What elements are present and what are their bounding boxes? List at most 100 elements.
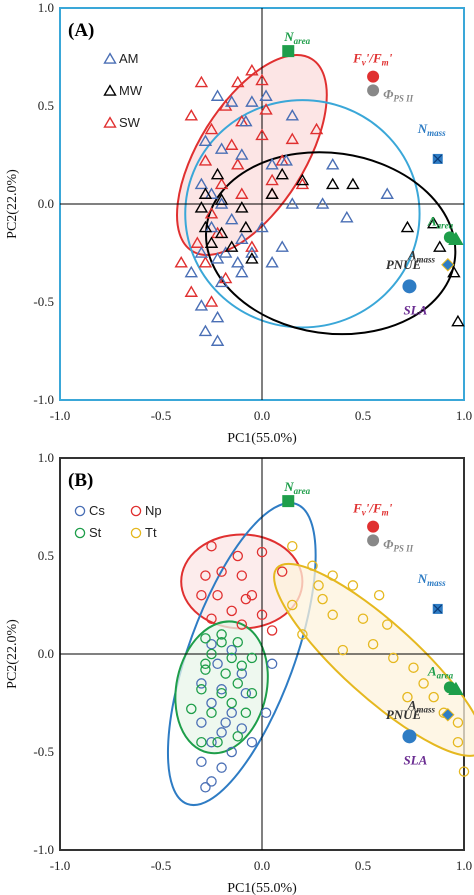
point-sw-9 — [255, 128, 269, 141]
y-tick-label: -0.5 — [33, 744, 54, 759]
legend-marker-st — [74, 527, 86, 539]
x-tick-label: 0.5 — [355, 408, 371, 423]
y-tick-label: 0.0 — [38, 646, 54, 661]
panel-label: (B) — [68, 470, 93, 491]
point-am-24 — [265, 256, 279, 268]
point-mw-6 — [265, 187, 279, 199]
x-tick-label: 0.0 — [254, 858, 270, 873]
point-st-6 — [200, 664, 211, 675]
point-cs-19 — [260, 707, 272, 719]
x-tick-label: -0.5 — [151, 858, 172, 873]
point-am-29 — [245, 246, 259, 258]
point-tt-3 — [347, 580, 359, 591]
loading-sla-marker — [402, 279, 417, 294]
x-tick-label: -0.5 — [151, 408, 172, 423]
point-sw-5 — [259, 103, 273, 115]
loading-label-pnue: PNUE — [386, 257, 422, 272]
loading-label-sla: SLA — [403, 302, 427, 317]
legend-label-sw: SW — [119, 115, 141, 130]
y-tick-label: 0.0 — [38, 196, 54, 211]
point-am-35 — [239, 114, 253, 127]
loading-sla-marker — [402, 729, 417, 744]
point-am-19 — [235, 265, 249, 278]
point-st-4 — [226, 652, 237, 664]
point-st-5 — [246, 652, 258, 664]
ellipse-2 — [205, 151, 457, 336]
loading-label-aarea: Aarea — [427, 213, 454, 230]
point-am-28 — [275, 240, 289, 252]
point-tt-12 — [408, 662, 419, 673]
point-np-6 — [212, 589, 223, 601]
point-cs-3 — [236, 668, 248, 679]
point-mw-0 — [210, 167, 225, 180]
ellipse-1 — [184, 99, 421, 329]
point-st-11 — [232, 678, 244, 689]
point-mw-20 — [194, 201, 209, 213]
point-sw-14 — [198, 154, 213, 166]
point-cs-9 — [196, 717, 207, 728]
point-np-0 — [206, 540, 217, 552]
point-mw-17 — [433, 240, 447, 252]
ellipse-3 — [273, 562, 474, 757]
point-sw-3 — [255, 73, 269, 86]
point-st-21 — [186, 703, 197, 715]
point-np-8 — [256, 609, 268, 621]
point-np-3 — [216, 566, 227, 577]
point-np-12 — [276, 566, 288, 577]
point-st-14 — [246, 687, 258, 699]
series-st — [186, 629, 258, 748]
loading-label-sla: SLA — [403, 752, 427, 767]
point-sw-17 — [235, 187, 249, 199]
point-st-13 — [226, 697, 237, 709]
point-tt-0 — [287, 540, 298, 552]
point-tt-18 — [452, 736, 464, 748]
point-am-18 — [214, 275, 229, 288]
point-sw-23 — [184, 285, 199, 297]
point-am-10 — [214, 197, 229, 209]
y-tick-label: 0.5 — [38, 548, 54, 563]
point-tt-6 — [327, 609, 338, 621]
point-st-2 — [232, 636, 244, 648]
y-tick-label: -0.5 — [33, 294, 54, 309]
point-am-31 — [218, 246, 233, 258]
legend: AM MW SW — [103, 51, 143, 130]
point-tt-7 — [357, 613, 369, 624]
point-am-14 — [194, 246, 209, 258]
point-am-17 — [184, 265, 199, 278]
loading-label-amass: Amass — [407, 697, 436, 714]
point-am-0 — [210, 89, 225, 101]
point-am-2 — [245, 95, 259, 107]
point-np-13 — [240, 593, 252, 605]
point-am-5 — [214, 142, 229, 154]
point-mw-11 — [239, 220, 253, 233]
point-am-32 — [380, 187, 394, 199]
legend: Cs Np St Tt — [74, 503, 162, 540]
point-cs-10 — [216, 727, 227, 738]
loading-pnue-marker — [441, 708, 455, 722]
point-tt-19 — [458, 766, 470, 777]
y-axis-title: PC2(22.0%) — [5, 169, 20, 239]
point-tt-9 — [367, 638, 379, 650]
ellipse-1 — [166, 501, 317, 807]
point-am-4 — [198, 134, 213, 147]
point-cs-14 — [196, 756, 207, 768]
point-am-8 — [279, 154, 293, 166]
point-am-13 — [235, 232, 249, 245]
point-am-3 — [259, 89, 273, 101]
loading-amass-marker — [443, 681, 456, 694]
legend-marker-sw — [103, 116, 117, 128]
point-mw-16 — [426, 216, 441, 229]
series-am — [184, 89, 394, 346]
point-st-9 — [196, 684, 207, 695]
point-sw-29 — [174, 256, 188, 268]
series-cs — [196, 638, 278, 793]
loading-label-narea: Narea — [283, 479, 310, 496]
y-axis-title: PC2(22.0%) — [5, 619, 20, 689]
point-mw-7 — [214, 193, 229, 205]
x-axis-title: PC1(55.0%) — [227, 881, 297, 895]
point-cs-20 — [266, 658, 278, 670]
point-am-23 — [210, 334, 225, 346]
series-sw — [174, 63, 324, 307]
confidence-ellipses — [176, 54, 457, 336]
